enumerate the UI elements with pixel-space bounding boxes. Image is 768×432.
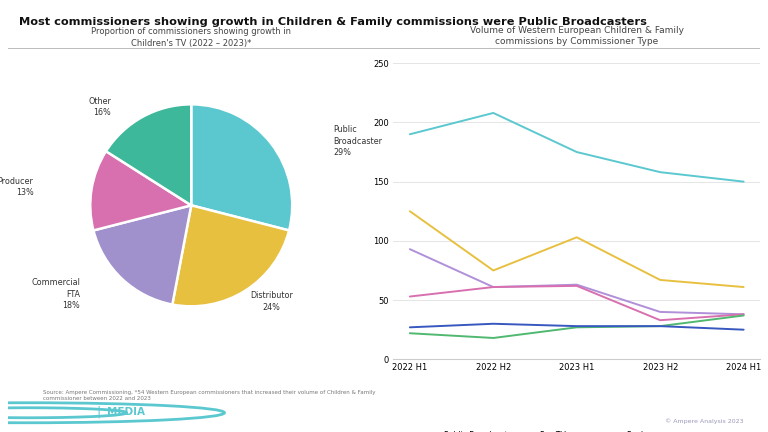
Text: MEDIA: MEDIA [107, 407, 145, 417]
Text: 28: 28 [734, 400, 743, 409]
Wedge shape [191, 105, 293, 230]
Wedge shape [91, 151, 191, 230]
Text: © Ampere Analysis 2023: © Ampere Analysis 2023 [665, 419, 743, 424]
Wedge shape [94, 205, 191, 305]
Text: Distributor
24%: Distributor 24% [250, 291, 293, 311]
Title: Volume of Western European Children & Family
commissions by Commissioner Type: Volume of Western European Children & Fa… [470, 25, 684, 46]
Text: AMPERE: AMPERE [49, 407, 98, 417]
Title: Proportion of commissioners showing growth in
Children's TV (2022 – 2023)*: Proportion of commissioners showing grow… [91, 27, 291, 48]
Legend: Public Broadcaster, SVoD, Pay TV, Commercial FTA, Producer, Distributor: Public Broadcaster, SVoD, Pay TV, Commer… [427, 431, 667, 432]
Text: |: | [97, 406, 101, 419]
Text: Most commissioners showing growth in Children & Family commissions were Public B: Most commissioners showing growth in Chi… [19, 17, 647, 27]
Text: Producer
13%: Producer 13% [0, 177, 34, 197]
Text: Commercial
FTA
18%: Commercial FTA 18% [31, 278, 81, 310]
Wedge shape [106, 105, 191, 205]
Text: Public
Broadcaster
29%: Public Broadcaster 29% [333, 125, 382, 157]
Text: Other
16%: Other 16% [88, 97, 111, 117]
Text: Source: Ampere Commissioning, *54 Western European commissioners that increased : Source: Ampere Commissioning, *54 Wester… [44, 390, 376, 401]
Wedge shape [172, 205, 289, 306]
